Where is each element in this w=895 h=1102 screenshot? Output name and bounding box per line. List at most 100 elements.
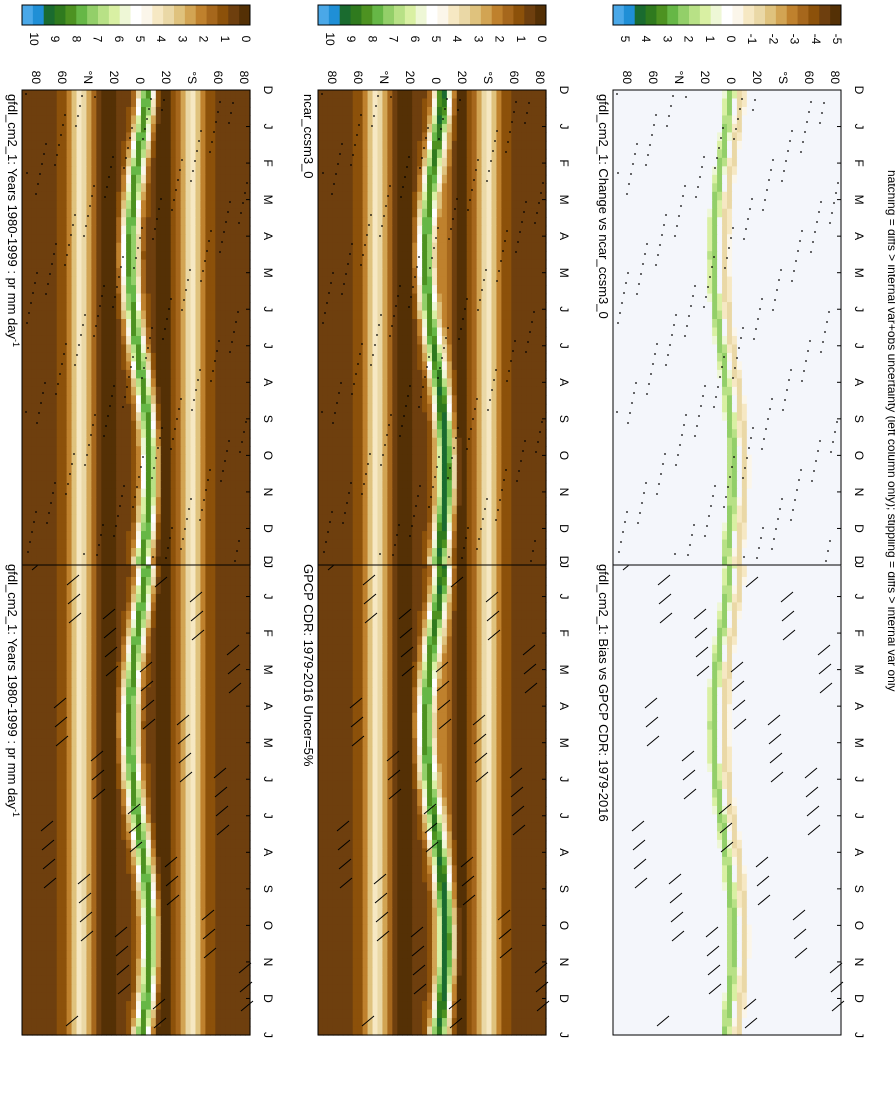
heat-cell: [151, 192, 157, 201]
heat-cell: [116, 429, 122, 438]
heat-cell: [186, 149, 192, 158]
heat-cell: [200, 984, 206, 993]
heat-cell: [91, 455, 97, 464]
heat-cell: [77, 798, 83, 807]
heat-cell: [200, 772, 206, 781]
heat-cell: [72, 1027, 78, 1036]
heat-cell: [156, 814, 162, 823]
heat-cell: [141, 891, 147, 900]
heat-cell: [191, 277, 197, 286]
heat-cell: [67, 882, 73, 891]
heat-cell: [27, 636, 33, 645]
heat-cell: [161, 670, 167, 679]
heat-cell: [47, 628, 53, 637]
heat-cell: [81, 124, 87, 133]
heat-cell: [131, 942, 137, 951]
heat-cell: [171, 984, 177, 993]
heat-cell: [235, 602, 241, 611]
heat-cell: [72, 806, 78, 815]
heat-cell: [62, 149, 68, 158]
heat-cell: [235, 916, 241, 925]
heat-cell: [86, 789, 92, 798]
heat-cell: [126, 124, 132, 133]
heat-cell: [191, 628, 197, 637]
heat-cell: [27, 378, 33, 387]
heat-cell: [111, 183, 117, 192]
heat-cell: [176, 1010, 182, 1019]
heat-cell: [225, 302, 231, 311]
heat-cell: [131, 645, 137, 654]
heat-cell: [171, 277, 177, 286]
heat-cell: [116, 916, 122, 925]
heat-cell: [81, 387, 87, 396]
heat-cell: [171, 328, 177, 337]
heat-cell: [186, 98, 192, 107]
heat-cell: [235, 874, 241, 883]
heat-cell: [141, 594, 147, 603]
heat-cell: [52, 713, 58, 722]
heat-cell: [81, 412, 87, 421]
heat-cell: [200, 472, 206, 481]
heat-cell: [215, 781, 221, 790]
heat-cell: [47, 747, 53, 756]
heat-cell: [121, 738, 127, 747]
heat-cell: [220, 993, 226, 1002]
heat-cell: [156, 141, 162, 150]
heat-cell: [126, 90, 132, 99]
heat-cell: [186, 781, 192, 790]
heat-cell: [191, 764, 197, 773]
heat-cell: [131, 670, 137, 679]
heat-cell: [91, 361, 97, 370]
heat-cell: [131, 1027, 137, 1036]
heat-cell: [220, 611, 226, 620]
heat-cell: [47, 132, 53, 141]
heat-cell: [121, 404, 127, 413]
heat-cell: [136, 480, 142, 489]
heat-cell: [176, 976, 182, 985]
heat-cell: [181, 679, 187, 688]
heat-cell: [121, 200, 127, 209]
heat-cell: [47, 234, 53, 243]
heat-cell: [96, 857, 102, 866]
heat-cell: [32, 166, 38, 175]
heat-cell: [195, 636, 201, 645]
heat-cell: [32, 984, 38, 993]
heat-cell: [77, 789, 83, 798]
colorbar-tick-label: 1: [218, 36, 232, 43]
heat-cell: [111, 438, 117, 447]
heat-cell: [42, 158, 48, 167]
heat-cell: [230, 568, 236, 577]
heat-cell: [116, 781, 122, 790]
heat-cell: [111, 679, 117, 688]
heat-cell: [235, 831, 241, 840]
heat-cell: [101, 653, 107, 662]
heat-cell: [200, 234, 206, 243]
heat-cell: [32, 115, 38, 124]
heat-cell: [136, 387, 142, 396]
heat-cell: [27, 370, 33, 379]
heat-cell: [151, 848, 157, 857]
heat-cell: [47, 967, 53, 976]
heat-cell: [52, 908, 58, 917]
heat-cell: [176, 772, 182, 781]
heat-cell: [62, 831, 68, 840]
heat-cell: [42, 319, 48, 328]
heat-cell: [151, 319, 157, 328]
heat-cell: [52, 429, 58, 438]
heat-cell: [22, 149, 28, 158]
heat-cell: [52, 882, 58, 891]
heat-cell: [62, 260, 68, 269]
heat-cell: [176, 192, 182, 201]
heat-cell: [215, 959, 221, 968]
heat-cell: [181, 636, 187, 645]
heat-cell: [22, 132, 28, 141]
heat-cell: [86, 370, 92, 379]
heat-cell: [141, 412, 147, 421]
heat-cell: [225, 429, 231, 438]
heat-cell: [52, 107, 58, 116]
heat-cell: [240, 950, 246, 959]
heat-cell: [86, 1027, 92, 1036]
heat-cell: [72, 370, 78, 379]
heat-cell: [72, 976, 78, 985]
heat-cell: [67, 679, 73, 688]
